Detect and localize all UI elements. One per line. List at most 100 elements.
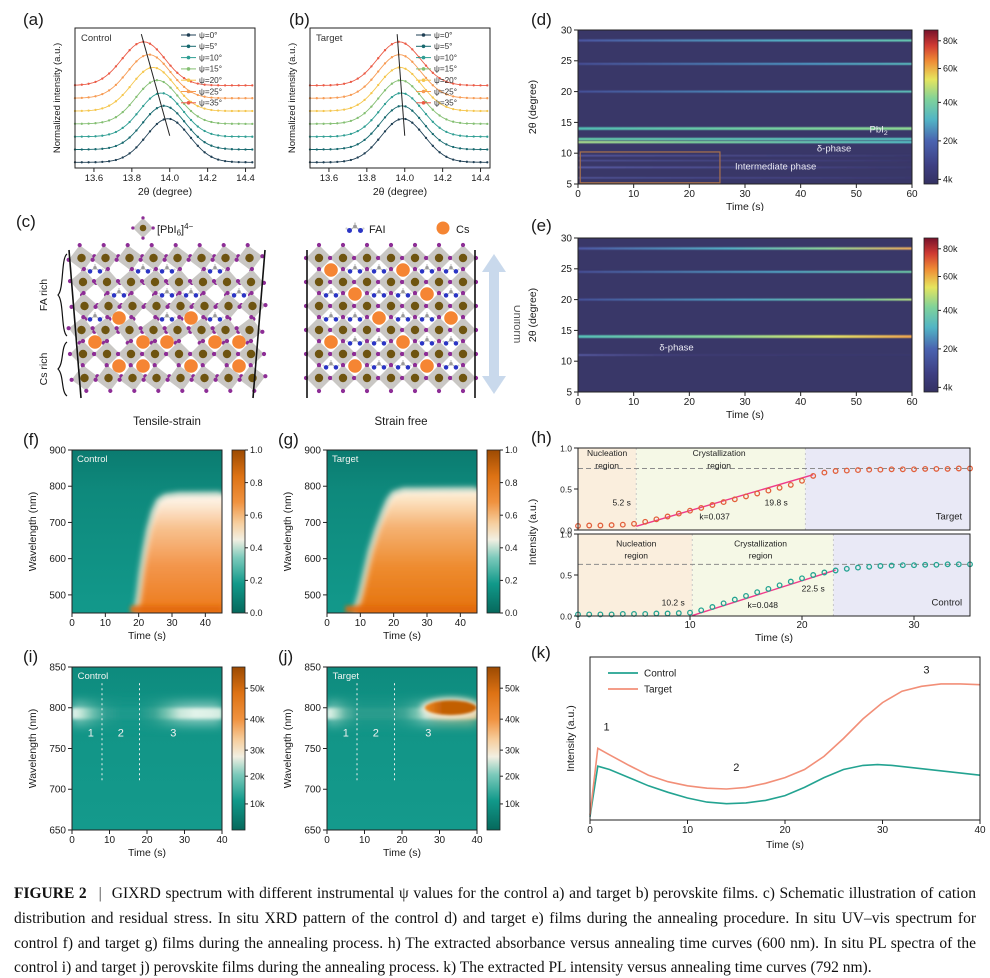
y-tick-label: 15	[561, 118, 573, 129]
y-tick-label: 20	[561, 295, 573, 306]
x-tick-label: 10	[628, 189, 640, 200]
panel-label-a: (a)	[23, 10, 44, 29]
y-tick-label: 750	[49, 744, 66, 755]
colorbar-tick-label: 40k	[250, 714, 265, 724]
panel-label-b: (b)	[289, 10, 310, 29]
y-tick-label: 650	[49, 825, 66, 836]
legend-pbi6-label: [PbI6]4−	[157, 222, 194, 238]
series-title: Target	[332, 454, 359, 465]
uniform-label: Uniform	[511, 305, 520, 344]
annotation: Control	[932, 597, 963, 608]
annotation: k=0.048	[748, 600, 779, 610]
annotation: 2	[733, 762, 739, 774]
colorbar-tick-label: 0.0	[250, 608, 263, 618]
x-tick-label: 13.8	[358, 173, 377, 184]
legend-entry: ψ=35°	[199, 99, 222, 108]
annotation: Target	[936, 511, 963, 522]
colorbar-tick-label: 0.2	[250, 576, 263, 586]
panel-i-pl-control: 1 2 3 Control 0 10 20 30 40 650 700 750 800 850 Time (…	[20, 645, 278, 865]
x-tick-label: 14.4	[236, 173, 255, 184]
x-tick-label: 10	[355, 618, 367, 629]
annotation: 19.8 s	[765, 497, 788, 507]
panel-b-gixrd-target: 13.6 13.8 14.0 14.2 14.4 2θ (degree) Normalize…	[255, 8, 500, 213]
panel-h-absorbance-curves: 0.0 0.5 1.0 Nucleation region Crystallization…	[520, 428, 990, 648]
y-axis-label: 2θ (degree)	[527, 288, 539, 342]
y-tick-label: 900	[304, 445, 321, 456]
x-tick-label: 14.4	[471, 173, 490, 184]
panel-label-g: (g)	[278, 430, 299, 449]
panel-f-plot: Control 0 10 20 30 40 500 600 700 800 900 Time (s) W…	[27, 445, 263, 642]
x-axis-label: 2θ (degree)	[138, 186, 192, 198]
x-tick-label: 30	[908, 620, 920, 631]
panel-label-j: (j)	[278, 647, 294, 666]
heatmap-annotation: δ-phase	[659, 343, 693, 354]
y-tick-label: 5	[566, 387, 572, 398]
y-tick-label: 30	[561, 233, 573, 244]
annotation: 10.2 s	[662, 597, 685, 607]
y-tick-label: 0.5	[560, 570, 572, 580]
y-tick-label: 800	[304, 482, 321, 493]
heatmap-annotation: Intermediate phase	[735, 162, 816, 173]
x-tick-label: 40	[471, 835, 483, 846]
y-axis-label: Normalized intensity (a.u.)	[287, 43, 298, 153]
x-tick-label: 20	[396, 835, 408, 846]
legend-entry: ψ=10°	[199, 53, 222, 62]
x-tick-label: 60	[906, 189, 918, 200]
annotation: region	[624, 551, 648, 561]
y-tick-label: 15	[561, 326, 573, 337]
annotation: 1	[604, 721, 610, 733]
panel-j-pl-target: 1 2 3 Target 0 10 20 30 40 650 700 750 800 850 Time (s…	[275, 645, 533, 865]
y-tick-label: 20	[561, 87, 573, 98]
y-tick-label: 1.0	[560, 443, 572, 453]
colorbar-tick-label: 0.8	[250, 478, 263, 488]
annotation: 3	[923, 664, 929, 676]
series-title: Control	[78, 671, 109, 682]
x-axis-label: Time (s)	[726, 201, 764, 211]
y-tick-label: 850	[49, 662, 66, 673]
x-axis-label: Time (s)	[128, 847, 166, 859]
x-tick-label: 14.2	[433, 173, 452, 184]
y-axis-label: Wavelength (nm)	[27, 709, 39, 789]
y-tick-label: 25	[561, 56, 573, 67]
y-tick-label: 25	[561, 264, 573, 275]
legend-entry: ψ=5°	[199, 42, 217, 51]
x-tick-label: 40	[795, 189, 807, 200]
y-tick-label: 0.5	[560, 484, 572, 494]
x-tick-label: 30	[739, 189, 751, 200]
y-tick-label: 800	[304, 703, 321, 714]
x-tick-label: 30	[877, 825, 889, 836]
y-tick-label: 500	[49, 590, 66, 601]
panel-label-e: (e)	[531, 216, 552, 235]
panel-label-d: (d)	[531, 10, 552, 29]
y-tick-label: 600	[304, 554, 321, 565]
x-tick-label: 20	[779, 825, 791, 836]
colorbar-tick-label: 1.0	[505, 445, 518, 455]
y-tick-label: 600	[49, 554, 66, 565]
x-tick-label: 20	[141, 835, 153, 846]
y-tick-label: 850	[304, 662, 321, 673]
panel-g-uvvis-target: Target 0 10 20 30 40 500 600 700 800 900 Time (s) Wa…	[275, 428, 533, 648]
colorbar-tick-label: 0.6	[250, 510, 263, 520]
x-tick-label: 10	[100, 618, 112, 629]
x-tick-label: 50	[851, 397, 863, 408]
colorbar-tick-label: 4k	[943, 175, 953, 185]
panel-h-plot: 0.0 0.5 1.0 Nucleation region Crystallization…	[527, 443, 973, 644]
panel-j-plot: 1 2 3 Target 0 10 20 30 40 650 700 750 800 850 Time (s…	[282, 662, 520, 859]
panel-label-i: (i)	[23, 647, 39, 666]
y-axis-label: Wavelength (nm)	[282, 492, 294, 572]
x-axis-label: Time (s)	[766, 839, 804, 851]
right-caption: Strain free	[374, 416, 427, 428]
colorbar-tick-label: 60k	[943, 272, 958, 282]
y-tick-label: 0.0	[560, 611, 572, 621]
colorbar-tick-label: 0.8	[505, 478, 518, 488]
panel-label-h: (h)	[531, 428, 552, 447]
y-tick-label: 10	[561, 149, 573, 160]
colorbar-tick-label: 30k	[505, 745, 520, 755]
legend-entry: ψ=35°	[434, 99, 457, 108]
x-axis-label: Time (s)	[383, 630, 421, 642]
colorbar-tick-label: 50k	[250, 683, 265, 693]
panel-label-f: (f)	[23, 430, 40, 449]
x-tick-label: 20	[133, 618, 145, 629]
colorbar-tick-label: 40k	[943, 98, 958, 108]
x-tick-label: 13.6	[320, 173, 339, 184]
